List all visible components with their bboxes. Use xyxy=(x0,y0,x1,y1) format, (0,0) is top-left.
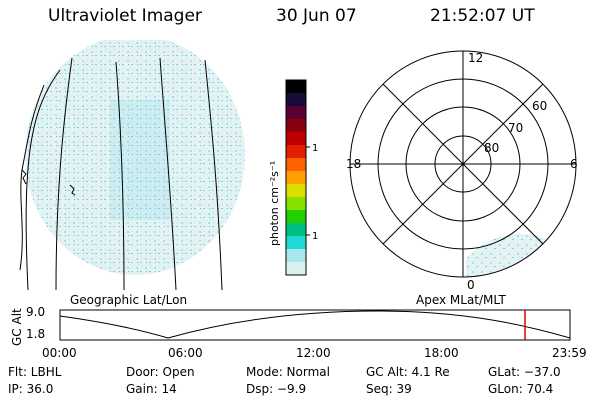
instrument-title: Ultraviolet Imager xyxy=(48,6,202,26)
time-tick-1200: 12:00 xyxy=(296,346,331,360)
longitude-grid xyxy=(25,57,223,291)
coastline xyxy=(19,84,76,271)
altitude-tick-min: 1.8 xyxy=(26,327,46,341)
colorbar-stripe xyxy=(286,106,306,120)
altitude-axis-label: GC Alt xyxy=(10,308,24,346)
filter-info: Flt: LBHL xyxy=(8,365,62,379)
colorbar-stripe xyxy=(286,171,306,185)
colorbar-stripe xyxy=(286,197,306,211)
gain-info: Gain: 14 xyxy=(126,382,177,396)
mlt-label-18: 18 xyxy=(346,157,361,171)
time-tick-0000: 00:00 xyxy=(42,346,77,360)
polar-dial: 12 18 6 0 60 70 80 xyxy=(346,50,578,292)
mlt-label-0: 0 xyxy=(467,278,475,292)
time-tick-1800: 18:00 xyxy=(424,346,459,360)
altitude-timeline xyxy=(59,309,571,341)
color-scale-bar: 100 10 photon cm⁻²s⁻¹ xyxy=(268,79,318,276)
colorbar-stripe xyxy=(286,223,306,237)
earth-disk-emission xyxy=(25,40,245,275)
mlat-label-80: 80 xyxy=(484,141,499,155)
mlat-label-70: 70 xyxy=(508,121,523,135)
colorbar-stripe xyxy=(286,184,306,198)
colorbar-tick-10: 10 xyxy=(312,231,318,242)
glat-info: GLat: −37.0 xyxy=(488,365,561,379)
dsp-info: Dsp: −9.9 xyxy=(246,382,307,396)
altitude-tick-max: 9.0 xyxy=(26,305,46,319)
time-label: 21:52:07 UT xyxy=(430,6,535,26)
time-tick-0600: 06:00 xyxy=(168,346,203,360)
mlat-label-60: 60 xyxy=(532,99,547,113)
mlt-label-6: 6 xyxy=(570,157,578,171)
colorbar-stripe xyxy=(286,236,306,250)
colorbar-stripe xyxy=(286,132,306,146)
seq-info: Seq: 39 xyxy=(366,382,412,396)
colorbar-stripe xyxy=(286,119,306,133)
colorbar-stripe xyxy=(286,145,306,159)
apex-label: Apex MLat/MLT xyxy=(416,293,506,307)
colorbar-stripe xyxy=(286,80,306,94)
colorbar-units: photon cm⁻²s⁻¹ xyxy=(268,161,281,246)
ip-info: IP: 36.0 xyxy=(8,382,54,396)
door-info: Door: Open xyxy=(126,365,195,379)
colorbar-stripe xyxy=(286,93,306,107)
geographic-image xyxy=(19,40,245,291)
colorbar-stripe xyxy=(286,210,306,224)
mlt-label-12: 12 xyxy=(468,51,483,65)
colorbar-stripe xyxy=(286,262,306,276)
polar-emission-region xyxy=(466,234,566,277)
glon-info: GLon: 70.4 xyxy=(488,382,554,396)
gc-alt-info: GC Alt: 4.1 Re xyxy=(366,365,450,379)
colorbar-tick-100: 100 xyxy=(312,143,318,154)
geographic-label: Geographic Lat/Lon xyxy=(70,293,188,307)
mode-info: Mode: Normal xyxy=(246,365,330,379)
time-tick-2359: 23:59 xyxy=(552,346,587,360)
colorbar-stripe xyxy=(286,249,306,263)
colorbar-stripe xyxy=(286,158,306,172)
date-label: 30 Jun 07 xyxy=(276,6,357,26)
